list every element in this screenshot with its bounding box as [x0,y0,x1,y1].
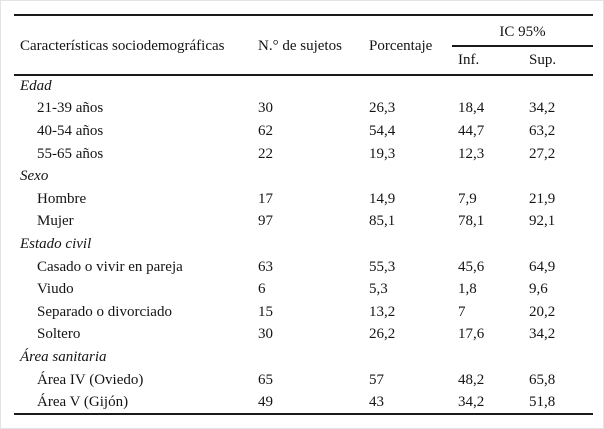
row-label: 21-39 años [37,100,104,117]
row-label: Separado o divorciado [37,303,172,320]
cell-n: 62 [258,122,273,139]
header-row-2: Inf. Sup. [14,46,593,76]
cell-n: 63 [258,258,273,275]
section-label: Edad [20,78,52,95]
cell-n: 49 [258,393,273,410]
cell-ci-upper: 34,2 [529,326,556,343]
row-label: Área V (Gijón) [37,393,129,410]
row-label: Casado o vivir en pareja [37,258,183,275]
header-row-1: Características sociodemográficas N.° de… [14,15,593,76]
cell-ci-lower: 45,6 [458,258,485,275]
cell-ci-lower: 18,4 [458,100,485,117]
cell-pct: 5,3 [369,281,388,298]
cell-pct: 85,1 [369,213,396,230]
cell-pct: 26,3 [369,100,396,117]
cell-n: 97 [258,213,273,230]
cell-ci-upper: 51,8 [529,393,556,410]
section-label: Área sanitaria [20,348,107,365]
cell-n: 22 [258,145,273,162]
cell-ci-lower: 17,6 [458,326,485,343]
column-header-ci-group: IC 95% [452,15,593,47]
sociodemographic-table: Características sociodemográficas N.° de… [14,14,593,415]
cell-ci-lower: 7 [458,303,466,320]
cell-ci-lower: 44,7 [458,122,485,139]
column-header-ci-upper: Sup. [523,46,593,76]
table-row: Mujer 97 85,1 78,1 92,1 [14,211,593,234]
cell-n: 30 [258,100,273,117]
cell-pct: 14,9 [369,190,396,207]
table-row: Separado o divorciado 15 13,2 7 20,2 [14,301,593,324]
cell-pct: 26,2 [369,326,396,343]
cell-n: 15 [258,303,273,320]
table-row: 55-65 años 22 19,3 12,3 27,2 [14,143,593,166]
cell-n: 17 [258,190,273,207]
cell-pct: 13,2 [369,303,396,320]
column-header-characteristics: Características sociodemográficas [14,15,252,76]
cell-ci-lower: 34,2 [458,393,485,410]
cell-pct: 57 [369,371,384,388]
section-row-edad: Edad [14,75,593,98]
column-header-subjects: N.° de sujetos [252,15,363,76]
cell-pct: 54,4 [369,122,396,139]
cell-ci-upper: 65,8 [529,371,556,388]
section-row-area-sanitaria: Área sanitaria [14,346,593,369]
table-row: Viudo 6 5,3 1,8 9,6 [14,278,593,301]
cell-ci-upper: 63,2 [529,122,556,139]
cell-n: 30 [258,326,273,343]
row-label: Viudo [37,281,74,298]
cell-ci-lower: 78,1 [458,213,485,230]
row-label: Área IV (Oviedo) [37,371,144,388]
cell-pct: 55,3 [369,258,396,275]
section-row-estado-civil: Estado civil [14,233,593,256]
row-label: 55-65 años [37,145,104,162]
table-row: Soltero 30 26,2 17,6 34,2 [14,324,593,347]
table-row: Hombre 17 14,9 7,9 21,9 [14,188,593,211]
cell-ci-upper: 20,2 [529,303,556,320]
cell-ci-upper: 21,9 [529,190,556,207]
cell-ci-upper: 92,1 [529,213,556,230]
table-body: Edad 21-39 años 30 26,3 18,4 34,2 40-54 … [14,75,593,414]
table-row: 40-54 años 62 54,4 44,7 63,2 [14,120,593,143]
cell-n: 6 [258,281,266,298]
cell-ci-lower: 7,9 [458,190,477,207]
table-row: 21-39 años 30 26,3 18,4 34,2 [14,98,593,121]
cell-n: 65 [258,371,273,388]
cell-ci-upper: 64,9 [529,258,556,275]
table-header: Características sociodemográficas N.° de… [14,15,593,76]
row-label: 40-54 años [37,122,104,139]
table-row: Área V (Gijón) 49 43 34,2 51,8 [14,391,593,414]
cell-ci-upper: 9,6 [529,281,548,298]
column-header-ci-lower: Inf. [452,46,523,76]
table-row: Casado o vivir en pareja 63 55,3 45,6 64… [14,256,593,279]
row-label: Mujer [37,213,74,230]
cell-ci-lower: 1,8 [458,281,477,298]
cell-ci-upper: 34,2 [529,100,556,117]
cell-ci-lower: 48,2 [458,371,485,388]
section-row-sexo: Sexo [14,165,593,188]
column-header-percentage: Porcentaje [363,15,452,76]
row-label: Soltero [37,326,81,343]
cell-pct: 19,3 [369,145,396,162]
section-label: Estado civil [20,235,92,252]
cell-pct: 43 [369,393,384,410]
cell-ci-lower: 12,3 [458,145,485,162]
section-label: Sexo [20,168,49,185]
row-label: Hombre [37,190,87,207]
cell-ci-upper: 27,2 [529,145,556,162]
table-row: Área IV (Oviedo) 65 57 48,2 65,8 [14,369,593,392]
